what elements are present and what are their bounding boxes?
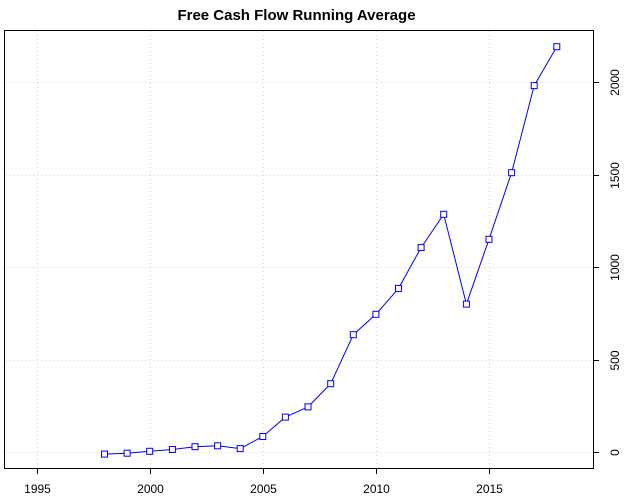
chart-title: Free Cash Flow Running Average: [177, 7, 416, 24]
y-tick-label: 1000: [608, 254, 622, 281]
data-point: [101, 450, 108, 458]
data-point: [146, 447, 154, 455]
data-point: [508, 169, 516, 177]
data-point: [349, 331, 357, 339]
data-point: [440, 210, 448, 218]
data-point: [372, 310, 380, 318]
data-point: [530, 82, 538, 90]
y-tick-label: 1500: [608, 162, 622, 189]
data-point: [485, 235, 493, 243]
x-tick-label: 1995: [24, 482, 51, 496]
data-point: [259, 433, 267, 440]
data-point: [214, 442, 222, 450]
data-point: [123, 449, 131, 457]
data-point: [168, 446, 176, 453]
x-tick-label: 2010: [363, 482, 390, 496]
series-line: [104, 46, 558, 455]
data-point: [327, 380, 335, 388]
data-point: [395, 284, 402, 292]
y-tick-label: 2000: [608, 69, 622, 96]
data-point: [236, 445, 244, 453]
data-point: [191, 443, 199, 451]
data-point: [553, 43, 561, 51]
data-point: [304, 403, 312, 411]
x-tick-label: 2005: [250, 482, 277, 496]
plot-frame: [4, 30, 594, 469]
y-tick-label: 500: [608, 350, 622, 370]
data-point: [281, 413, 289, 421]
series-markers: [101, 43, 561, 458]
x-axis: 1995 2000 2005 2010 2015: [24, 468, 503, 496]
y-axis: 0 500 1000 1500 2000: [593, 69, 622, 456]
data-point: [417, 244, 425, 252]
data-point: [462, 300, 470, 308]
y-tick-label: 0: [608, 449, 622, 456]
x-tick-label: 2015: [476, 482, 503, 496]
x-tick-label: 2000: [137, 482, 164, 496]
grid-lines: [5, 31, 593, 468]
